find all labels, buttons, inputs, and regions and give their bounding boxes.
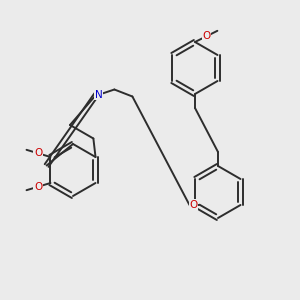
Text: O: O (34, 182, 42, 192)
Text: O: O (189, 200, 198, 210)
Text: O: O (34, 148, 42, 158)
Text: N: N (94, 89, 102, 100)
Text: O: O (202, 31, 211, 41)
